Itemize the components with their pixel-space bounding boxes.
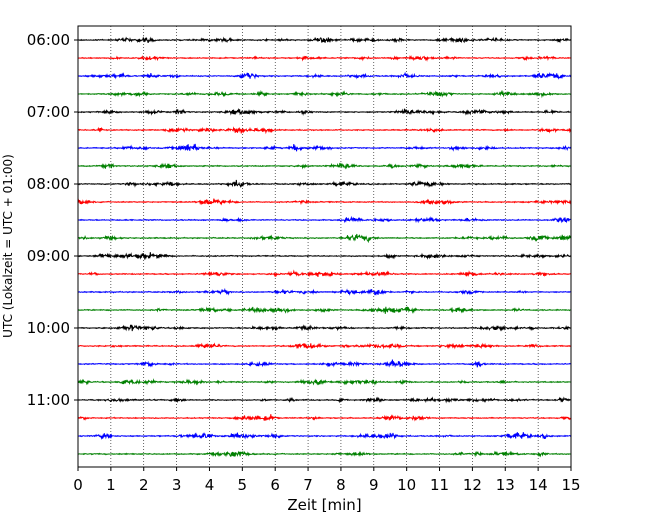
trace-0715 xyxy=(77,126,572,135)
x-tick-label: 4 xyxy=(205,476,215,494)
x-tick-label: 2 xyxy=(139,476,149,494)
trace-0645 xyxy=(77,89,572,99)
trace-1145 xyxy=(77,450,572,458)
trace-0915 xyxy=(77,269,572,278)
trace-0615 xyxy=(77,55,572,62)
trace-0945 xyxy=(77,306,572,314)
trace-0815 xyxy=(77,198,572,206)
trace-0830 xyxy=(77,215,572,224)
trace-0730 xyxy=(77,143,572,152)
x-tick-label: 1 xyxy=(106,476,116,494)
trace-1100 xyxy=(77,396,572,404)
x-tick-label: 9 xyxy=(369,476,379,494)
x-tick-label: 0 xyxy=(73,476,83,494)
x-tick-label: 11 xyxy=(430,476,449,494)
trace-0745 xyxy=(77,162,572,170)
x-tick-label: 5 xyxy=(238,476,248,494)
x-tick-label: 13 xyxy=(496,476,515,494)
y-axis-label: UTC (Lokalzeit = UTC + 01:00) xyxy=(1,154,15,338)
trace-1015 xyxy=(77,342,572,350)
x-tick-label: 7 xyxy=(303,476,313,494)
trace-1030 xyxy=(77,359,572,368)
y-tick-label: 08:00 xyxy=(27,175,70,193)
x-tick-label: 6 xyxy=(270,476,280,494)
trace-1115 xyxy=(77,414,572,422)
trace-lines xyxy=(77,36,572,458)
trace-0845 xyxy=(77,233,572,244)
x-tick-label: 10 xyxy=(397,476,416,494)
plot-background xyxy=(78,26,571,467)
y-tick-label: 06:00 xyxy=(27,31,70,49)
trace-1045 xyxy=(77,378,572,386)
plot-frame xyxy=(77,25,572,468)
trace-0900 xyxy=(77,252,572,260)
x-tick-label: 3 xyxy=(172,476,182,494)
trace-0600 xyxy=(77,36,572,44)
trace-1000 xyxy=(77,324,572,332)
x-axis-label: Zeit [min] xyxy=(287,496,361,514)
x-tick-label: 8 xyxy=(336,476,346,494)
trace-0700 xyxy=(77,107,572,116)
x-tick-label: 14 xyxy=(529,476,548,494)
y-tick-label: 07:00 xyxy=(27,103,70,121)
y-tick-label: 10:00 xyxy=(27,319,70,337)
trace-0930 xyxy=(77,287,572,296)
x-axis-ticks: 0 1 2 3 4 5 6 7 8 9 10 11 12 13 14 15 xyxy=(73,467,581,494)
x-tick-label: 15 xyxy=(561,476,580,494)
trace-0800 xyxy=(77,179,572,189)
trace-0630 xyxy=(77,71,572,80)
x-tick-label: 12 xyxy=(463,476,482,494)
y-tick-label: 09:00 xyxy=(27,247,70,265)
y-axis-ticks: 06:00 07:00 08:00 09:00 10:00 11:00 xyxy=(27,31,78,409)
trace-1130 xyxy=(77,432,572,441)
y-tick-label: 11:00 xyxy=(27,391,70,409)
